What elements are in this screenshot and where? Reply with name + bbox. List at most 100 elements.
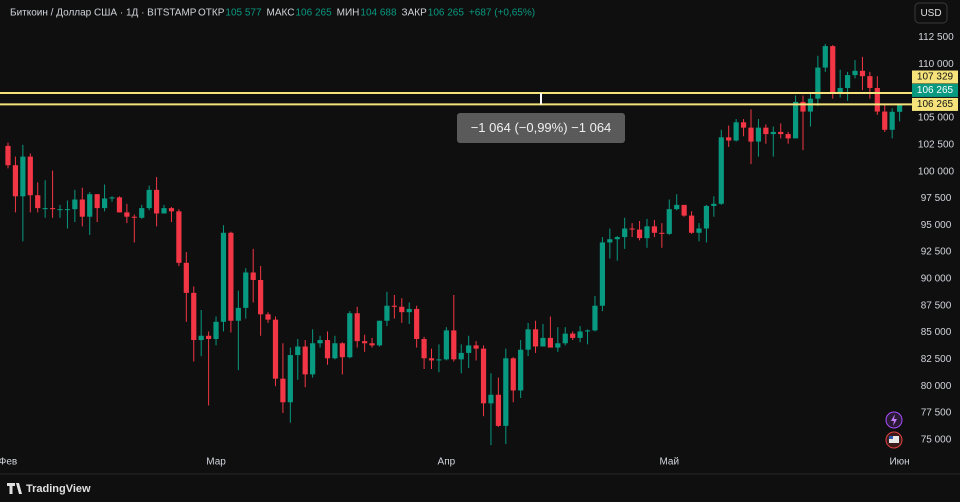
candle-body (391, 305, 397, 307)
stat-value: 105 577 (225, 8, 262, 19)
candle-body (844, 75, 851, 88)
candle-body (428, 358, 435, 361)
candle-body (852, 70, 858, 76)
candle-body (800, 101, 806, 112)
candle-body (636, 229, 643, 239)
candle-body (376, 320, 383, 346)
candle-body (792, 101, 799, 139)
candle-body (651, 226, 658, 233)
candle-body (317, 340, 323, 344)
candle-body (5, 145, 11, 166)
candle-body (599, 242, 605, 306)
candle-body (20, 156, 26, 197)
candle-body (778, 131, 784, 135)
candle-body (280, 378, 286, 403)
candle-body (510, 358, 516, 391)
candle-body (101, 198, 108, 209)
candle-body (287, 355, 293, 403)
x-tick-label: Май (659, 457, 679, 468)
last-price-tag (912, 83, 958, 97)
candle-body (859, 70, 866, 77)
measure-label: −1 064 (−0,99%) −1 064 (471, 120, 612, 135)
candle-body (607, 239, 613, 243)
y-tick-label: 85 000 (921, 327, 952, 338)
measure-box (457, 113, 625, 143)
candle-body (72, 199, 78, 210)
x-tick-label: Июн (889, 457, 909, 468)
candle-body (12, 165, 19, 197)
candle-body (168, 208, 175, 212)
candle-body (897, 104, 903, 112)
candle-body (64, 209, 71, 211)
candle-body (332, 343, 338, 359)
candle-body (488, 394, 494, 404)
stat-label: МИН (337, 8, 360, 19)
candle-body (369, 343, 375, 346)
currency-label[interactable]: USD (920, 8, 941, 19)
candle-body (644, 226, 650, 239)
brand-logo (7, 483, 22, 494)
candle-body (302, 346, 308, 375)
candle-body (139, 208, 145, 218)
candle-body (622, 228, 628, 238)
y-tick-label: 102 500 (918, 139, 955, 150)
candle-body (94, 194, 100, 209)
candle-body (406, 308, 412, 313)
candle-body (830, 46, 836, 94)
y-tick-label: 80 000 (921, 381, 952, 392)
candle-body (688, 215, 695, 233)
candle-body (272, 319, 279, 379)
price-line-label: 106 265 (917, 99, 954, 110)
price-line-tag (912, 70, 958, 84)
candle-body (154, 189, 160, 214)
candle-body (362, 341, 368, 344)
candle-body (57, 209, 63, 211)
candle-body (347, 313, 353, 358)
y-tick-label: 110 000 (918, 59, 954, 70)
currency-button[interactable] (914, 2, 948, 24)
stat-value: 104 688 (360, 8, 397, 19)
candle-body (763, 127, 769, 135)
candle-body (755, 127, 762, 142)
candle-body (414, 308, 420, 339)
candle-body (384, 305, 390, 321)
candle-body (518, 349, 524, 391)
y-tick-label: 77 500 (921, 408, 952, 419)
change: +687 (+0,65%) (469, 8, 535, 19)
candle-body (740, 122, 747, 128)
candle-body (198, 335, 204, 341)
candle-body (592, 305, 598, 331)
y-tick-label: 92 500 (921, 247, 952, 258)
candle-body (49, 208, 56, 210)
price-line-label: 107 329 (917, 72, 954, 83)
candle-body (525, 329, 531, 350)
candle-body (124, 212, 130, 217)
icons (885, 411, 903, 449)
candle-body (614, 237, 620, 240)
stat-label: ЗАКР (402, 8, 428, 19)
candle-body (354, 313, 360, 342)
candle-body (250, 272, 256, 280)
y-tick-label: 105 000 (918, 113, 955, 124)
candle-body (206, 335, 212, 339)
candle-body (466, 345, 472, 353)
candle-body (265, 314, 271, 320)
candle-body (503, 358, 509, 426)
candle-body (399, 306, 405, 313)
candle-body (696, 228, 702, 233)
y-tick-label: 90 000 (921, 274, 952, 285)
candle-body (42, 208, 48, 210)
candle-body (867, 76, 873, 88)
candle-body (131, 216, 137, 218)
candle-body (235, 307, 241, 321)
candle-body (473, 345, 479, 349)
candle-body (570, 333, 576, 338)
candle-body (659, 232, 665, 234)
candle-body (874, 87, 880, 112)
y-tick-label: 87 500 (921, 300, 952, 311)
candle-body (711, 203, 717, 206)
candle-body (785, 134, 791, 139)
candle-body (733, 122, 739, 141)
header: Биткоин / Доллар США · 1Д · BITSTAMP ОТК… (10, 8, 535, 19)
